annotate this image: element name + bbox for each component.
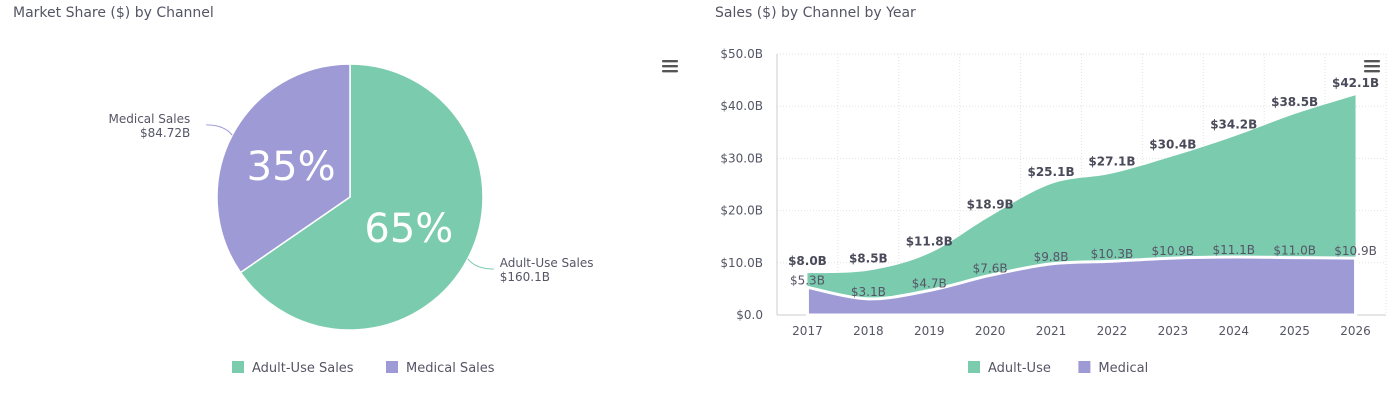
- area-legend-item[interactable]: Medical: [1078, 361, 1148, 376]
- legend-label: Medical Sales: [406, 361, 495, 376]
- pie-percent-label: 35%: [247, 144, 336, 190]
- x-tick-label: 2019: [914, 324, 945, 338]
- medical-data-label: $3.1B: [851, 285, 886, 299]
- menu-icon-bar: [1364, 60, 1380, 63]
- pie-slice-0[interactable]: [239, 63, 484, 331]
- area-chart-title: Sales ($) by Channel by Year: [715, 5, 916, 21]
- x-tick-label: 2021: [1036, 324, 1067, 338]
- adult-use-data-label: $25.1B: [1027, 165, 1074, 179]
- adult-use-data-label: $11.8B: [906, 234, 953, 248]
- adult-use-data-label: $38.5B: [1271, 95, 1318, 109]
- x-tick-label: 2017: [792, 324, 823, 338]
- adult-use-data-label: $27.1B: [1088, 155, 1135, 169]
- x-tick-label: 2025: [1279, 324, 1310, 338]
- y-tick-label: $0.0: [736, 308, 763, 322]
- legend-label: Medical: [1098, 361, 1148, 376]
- sales-by-year-panel: Sales ($) by Channel by Year $0.0 $10.0B $…: [700, 0, 1391, 413]
- x-tick-label: 2024: [1218, 324, 1249, 338]
- pie-data-label-value: $160.1B: [500, 270, 550, 284]
- x-tick-label: 2022: [1097, 324, 1128, 338]
- legend-swatch: [232, 361, 244, 373]
- medical-data-label: $10.9B: [1152, 244, 1195, 258]
- legend-swatch: [968, 361, 980, 373]
- market-share-panel: Market Share ($) by Channel 65% Adult-Use…: [13, 5, 682, 376]
- legend-swatch: [1078, 361, 1091, 373]
- x-tick-label: 2023: [1158, 324, 1189, 338]
- pie-data-label-name: Medical Sales: [109, 112, 191, 126]
- pie-percent-label: 65%: [364, 206, 453, 252]
- menu-icon-bar: [662, 60, 678, 63]
- medical-data-label: $7.6B: [973, 261, 1008, 275]
- x-tick-label: 2020: [975, 324, 1006, 338]
- legend-label: Adult-Use Sales: [252, 361, 354, 376]
- area-medical[interactable]: [805, 255, 1358, 317]
- pie-legend-item[interactable]: Adult-Use Sales: [232, 361, 354, 376]
- adult-use-data-label: $42.1B: [1332, 76, 1379, 90]
- medical-data-label: $5.3B: [790, 273, 825, 287]
- pie-chart-title: Market Share ($) by Channel: [13, 5, 214, 21]
- pie-data-label-name: Adult-Use Sales: [500, 256, 594, 270]
- area-chart: $0.0 $10.0B $20.0B $30.0B $40.0B $50.0B $8.0B $…: [720, 47, 1387, 376]
- medical-data-label: $11.1B: [1212, 243, 1255, 257]
- adult-use-data-label: $18.9B: [967, 197, 1014, 211]
- medical-data-label: $10.3B: [1091, 247, 1134, 261]
- medical-data-label: $11.0B: [1273, 244, 1316, 258]
- y-tick-label: $40.0B: [720, 99, 763, 113]
- menu-icon-bar: [1364, 65, 1380, 68]
- pie-connector: [206, 124, 233, 136]
- y-tick-label: $50.0B: [720, 47, 763, 61]
- area-legend-item[interactable]: Adult-Use: [968, 361, 1051, 376]
- y-tick-label: $20.0B: [720, 204, 763, 218]
- y-tick-label: $10.0B: [720, 256, 763, 270]
- pie-connector: [467, 258, 494, 270]
- menu-icon-bar: [1364, 70, 1380, 73]
- y-tick-label: $30.0B: [720, 151, 763, 165]
- pie-menu-icon[interactable]: [658, 56, 682, 76]
- legend-label: Adult-Use: [988, 361, 1051, 376]
- pie-slice-1[interactable]: [216, 63, 351, 274]
- menu-icon-bar: [662, 65, 678, 68]
- legend-swatch: [386, 361, 398, 373]
- x-tick-label: 2026: [1340, 324, 1371, 338]
- medical-data-label: $10.9B: [1334, 244, 1377, 258]
- x-tick-label: 2018: [853, 324, 884, 338]
- adult-use-data-label: $30.4B: [1149, 137, 1196, 151]
- pie-legend-item[interactable]: Medical Sales: [386, 361, 495, 376]
- menu-icon-bar: [662, 70, 678, 73]
- medical-data-label: $4.7B: [912, 276, 947, 290]
- pie-data-label-value: $84.72B: [140, 126, 190, 140]
- adult-use-data-label: $8.0B: [788, 254, 827, 268]
- adult-use-data-label: $34.2B: [1210, 117, 1257, 131]
- adult-use-data-label: $8.5B: [849, 252, 888, 266]
- area-menu-icon[interactable]: [1360, 56, 1384, 76]
- medical-data-label: $9.8B: [1034, 250, 1069, 264]
